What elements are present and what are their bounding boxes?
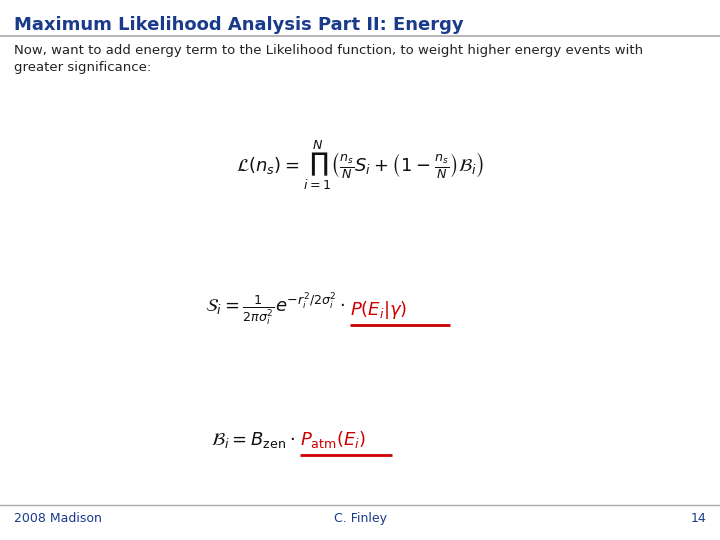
Text: 14: 14 [690, 512, 706, 525]
Text: C. Finley: C. Finley [333, 512, 387, 525]
Text: $P_{\mathrm{atm}}(E_i)$: $P_{\mathrm{atm}}(E_i)$ [300, 429, 366, 450]
Text: $P(E_i|\gamma)$: $P(E_i|\gamma)$ [350, 299, 408, 321]
Text: $\mathcal{B}_i = B_{\mathrm{zen}} \cdot$: $\mathcal{B}_i = B_{\mathrm{zen}} \cdot$ [211, 430, 295, 450]
Text: $\mathcal{L}(n_s) = \prod_{i=1}^{N} \left( \frac{n_s}{N} S_i + \left(1 - \frac{n: $\mathcal{L}(n_s) = \prod_{i=1}^{N} \lef… [236, 138, 484, 192]
Text: 2008 Madison: 2008 Madison [14, 512, 102, 525]
Text: Now, want to add energy term to the Likelihood function, to weight higher energy: Now, want to add energy term to the Like… [14, 44, 643, 74]
Text: Maximum Likelihood Analysis Part II: Energy: Maximum Likelihood Analysis Part II: Ene… [14, 16, 464, 34]
Text: $\mathcal{S}_i = \frac{1}{2\pi\sigma_i^{2}} e^{-r_i^2/2\sigma_i^2} \cdot$: $\mathcal{S}_i = \frac{1}{2\pi\sigma_i^{… [204, 292, 345, 328]
